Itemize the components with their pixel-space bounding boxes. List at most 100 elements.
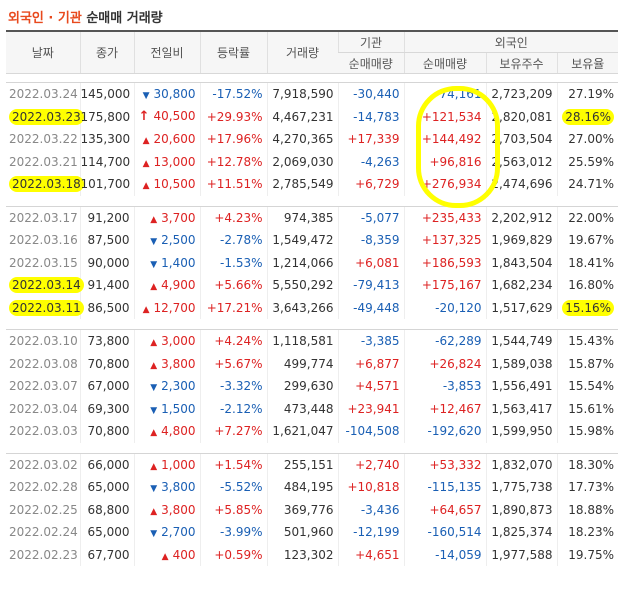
date-value: 2022.03.04 — [9, 401, 78, 416]
change-cell: ▲ 12,700 — [133, 296, 200, 319]
header-rate[interactable]: 등락률 — [199, 30, 267, 74]
change-value: 4,800 — [161, 424, 196, 439]
volume-value: 974,385 — [283, 210, 334, 225]
ratio-cell: 17.73% — [556, 476, 619, 499]
down-arrow-icon: ▼ — [150, 484, 158, 495]
foreign-net-value: -62,289 — [435, 334, 482, 349]
change-value: 1,000 — [161, 457, 196, 472]
header-institution: 기관 — [337, 30, 404, 53]
change-cell: ▲ 4,800 — [133, 420, 200, 443]
institution-net-cell: +4,571 — [337, 375, 404, 398]
change-cell: ↑ 40,500 — [133, 105, 200, 128]
table-row: 2022.03.23 175,800 ↑ 40,500 +29.93% 4,467,231… — [6, 105, 619, 128]
volume-value: 369,776 — [283, 502, 334, 517]
institution-net-value: +2,740 — [355, 457, 400, 472]
ratio-cell: 15.43% — [556, 329, 619, 353]
holdings-value: 2,820,081 — [491, 109, 553, 124]
rate-value: -2.78% — [220, 233, 263, 248]
close-price-value: 67,000 — [87, 379, 130, 394]
institution-net-value: -14,783 — [353, 109, 400, 124]
foreign-net-value: -74,161 — [435, 87, 482, 102]
header-foreign: 외국인 — [403, 30, 619, 53]
close-price-value: 175,800 — [80, 109, 131, 124]
header-close[interactable]: 종가 — [79, 30, 134, 74]
header-change[interactable]: 전일비 — [133, 30, 200, 74]
rate-cell: +1.54% — [199, 453, 267, 476]
holdings-cell: 1,775,738 — [485, 476, 557, 499]
ratio-cell: 24.71% — [556, 173, 619, 196]
institution-net-cell: -4,263 — [337, 150, 404, 173]
foreign-net-cell: +186,593 — [403, 251, 486, 274]
header-foreign-net[interactable]: 순매매량 — [403, 52, 486, 74]
holdings-cell: 2,202,912 — [485, 206, 557, 229]
foreign-net-value: +276,934 — [421, 177, 482, 192]
holdings-cell: 1,969,829 — [485, 229, 557, 252]
holdings-value: 1,517,629 — [491, 300, 553, 315]
date-cell: 2022.02.25 — [6, 499, 80, 522]
date-value: 2022.02.28 — [9, 480, 78, 495]
close-price-cell: 67,000 — [79, 375, 134, 398]
foreign-net-cell: +12,467 — [403, 397, 486, 420]
ratio-value: 15.16% — [562, 299, 615, 316]
ratio-cell: 15.16% — [556, 296, 619, 319]
institution-net-value: -8,359 — [360, 233, 400, 248]
date-value: 2022.03.24 — [9, 87, 78, 102]
volume-cell: 4,270,365 — [266, 128, 338, 151]
rate-cell: +5.85% — [199, 498, 267, 521]
date-value: 2022.03.11 — [9, 299, 84, 316]
institution-net-value: -104,508 — [345, 424, 400, 439]
rate-value: +0.59% — [214, 547, 263, 562]
rate-value: +4.24% — [214, 334, 263, 349]
ratio-cell: 19.67% — [556, 229, 619, 252]
close-price-cell: 70,800 — [79, 420, 134, 443]
close-price-value: 87,500 — [87, 233, 130, 248]
ratio-value: 22.00% — [568, 210, 615, 225]
up-arrow-icon: ▲ — [150, 360, 158, 371]
header-inst-net[interactable]: 순매매량 — [338, 52, 404, 74]
foreign-net-value: +26,824 — [429, 356, 482, 371]
rate-cell: +4.24% — [199, 329, 267, 353]
rate-value: -3.99% — [220, 525, 263, 540]
close-price-cell: 86,500 — [79, 296, 134, 319]
group-separator — [6, 195, 619, 207]
volume-value: 4,467,231 — [272, 109, 334, 124]
header-ratio[interactable]: 보유율 — [556, 52, 619, 74]
volume-value: 4,270,365 — [272, 132, 334, 147]
header-date[interactable]: 날짜 — [6, 30, 80, 74]
ratio-value: 19.67% — [568, 233, 615, 248]
change-cell: ▲ 3,000 — [133, 329, 200, 353]
header-volume[interactable]: 거래량 — [266, 30, 338, 74]
rate-cell: +7.27% — [199, 420, 267, 443]
change-value: 3,800 — [161, 480, 196, 495]
date-value: 2022.03.15 — [9, 255, 78, 270]
foreign-net-value: +96,816 — [429, 154, 482, 169]
close-price-cell: 73,800 — [79, 329, 134, 353]
foreign-net-value: -192,620 — [427, 424, 482, 439]
institution-net-value: -5,077 — [360, 210, 400, 225]
date-value: 2022.03.22 — [9, 132, 78, 147]
ratio-cell: 22.00% — [556, 206, 619, 229]
ratio-cell: 18.88% — [556, 498, 619, 521]
foreign-net-value: +186,593 — [421, 255, 482, 270]
ratio-cell: 15.87% — [556, 352, 619, 375]
group-separator — [6, 73, 619, 83]
volume-cell: 1,214,066 — [266, 251, 338, 274]
header-holdings[interactable]: 보유주수 — [485, 52, 557, 74]
table-row: 2022.03.15 90,000 ▼ 1,400 -1.53% 1,214,066 +6,… — [6, 251, 619, 274]
up-arrow-icon: ▲ — [150, 214, 158, 225]
rate-value: +11.51% — [206, 177, 263, 192]
holdings-value: 1,890,873 — [491, 502, 553, 517]
date-cell: 2022.03.02 — [6, 453, 80, 476]
change-value: 400 — [172, 547, 196, 562]
change-cell: ▼ 2,700 — [133, 521, 200, 544]
volume-value: 1,118,581 — [272, 334, 334, 349]
volume-cell: 369,776 — [266, 498, 338, 521]
change-value: 1,400 — [161, 255, 196, 270]
date-value: 2022.03.10 — [9, 334, 78, 349]
up-arrow-icon: ▲ — [142, 304, 150, 315]
volume-value: 1,214,066 — [272, 255, 334, 270]
separator-cell — [6, 442, 619, 454]
change-value: 30,800 — [153, 87, 196, 102]
date-value: 2022.03.21 — [9, 154, 78, 169]
ratio-value: 18.23% — [568, 525, 615, 540]
